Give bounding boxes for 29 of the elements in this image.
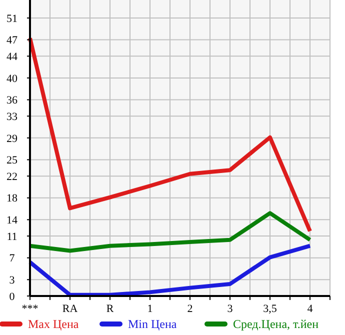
y-tick-label: 33 [6,110,18,123]
y-tick-label: 22 [6,170,18,183]
x-tick-label: 4 [307,303,314,315]
y-tick-label: 14 [6,214,18,227]
y-tick-label: 7 [9,252,16,265]
legend-label: Сред.Цена, т.йен [233,317,320,331]
y-tick-label: 51 [6,12,18,25]
x-tick-label: *** [22,303,38,315]
line-series [28,36,312,234]
y-tick-label: 47 [6,34,18,47]
x-tick-label: R [106,303,114,315]
legend-label: Min Цена [128,317,178,331]
y-tick-label: 3 [9,274,16,286]
y-tick-label: 36 [6,94,18,107]
y-tick-label: 29 [6,132,18,145]
y-tick-label: 11 [6,230,18,243]
y-tick-label: 40 [6,72,18,85]
y-tick-label: 0 [9,290,16,303]
y-tick-label: 18 [6,192,18,205]
x-tick-label: RA [62,303,78,315]
line-series [28,211,312,253]
x-tick-label: 2 [187,303,193,315]
legend-label: Max Цена [28,317,80,331]
y-tick-label: 25 [6,154,18,167]
y-tick-label: 44 [6,50,18,63]
x-tick-label: 3 [227,303,234,315]
x-tick-label: 1 [147,303,153,315]
line-series [28,244,312,297]
x-tick-label: 3,5 [263,303,278,315]
